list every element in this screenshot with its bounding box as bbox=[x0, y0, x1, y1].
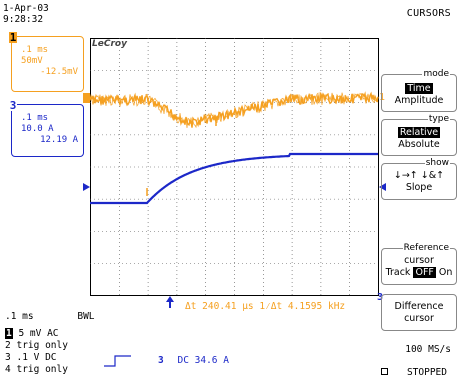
status-timebase: .1 ms bbox=[5, 311, 34, 322]
type-other: Absolute bbox=[398, 139, 440, 150]
date-time: 1-Apr-03 9:28:32 bbox=[3, 3, 49, 25]
type-menu[interactable]: type Relative Absolute bbox=[381, 113, 457, 156]
slope-arrows-icon: ↓→↑ ↓&↑ bbox=[393, 170, 445, 181]
status-ch1-row: 1 5 mV AC bbox=[5, 328, 59, 339]
channel3-number: 3 bbox=[9, 99, 17, 112]
type-caption: type bbox=[427, 113, 450, 125]
mode-selected: Time bbox=[405, 83, 433, 94]
track-on: On bbox=[438, 267, 453, 278]
difference-line2: cursor bbox=[404, 313, 434, 324]
channel1-value: -12.5mV bbox=[40, 67, 78, 77]
stopped-checkbox[interactable] bbox=[381, 368, 388, 375]
status-ch4: trig only bbox=[16, 364, 68, 375]
mode-other: Amplitude bbox=[394, 95, 444, 106]
channel3-trace bbox=[90, 152, 378, 205]
channel3-timebase: .1 ms bbox=[21, 113, 49, 123]
trigger-position-icon bbox=[166, 296, 174, 308]
brand-logo: LeCroy bbox=[91, 39, 128, 49]
time-text: 9:28:32 bbox=[3, 14, 44, 25]
status-ch4-row: 4 trig only bbox=[5, 364, 68, 375]
channel3-value: 12.19 A bbox=[40, 135, 78, 145]
status-ch1: 5 mV AC bbox=[18, 328, 59, 339]
show-menu[interactable]: show ↓→↑ ↓&↑ Slope bbox=[381, 157, 457, 200]
status-timebase-row: .1 ms BWL bbox=[5, 311, 95, 322]
status-ch2: trig only bbox=[16, 340, 68, 351]
channel3-scale: 10.0 A bbox=[21, 124, 54, 134]
status-ch3-row: 3 .1 V DC bbox=[5, 352, 57, 363]
track-label: Track bbox=[385, 267, 411, 278]
difference-cursor-menu[interactable]: Difference cursor bbox=[381, 294, 457, 331]
trigger-edge-icon bbox=[104, 355, 131, 367]
show-label: Slope bbox=[405, 182, 433, 193]
channel3-box[interactable]: 3 .1 ms 10.0 A 12.19 A bbox=[9, 100, 84, 157]
reference-caption: Reference bbox=[402, 242, 450, 254]
cursor-measurement: Δt 240.41 μs 1⁄Δt 4.1595 kHz bbox=[185, 301, 346, 312]
trigger-level-left-icon bbox=[83, 183, 90, 191]
svg-text:1: 1 bbox=[379, 92, 385, 102]
channel1-right-marker-icon: 1 bbox=[379, 92, 385, 102]
sample-rate: 100 MS/s bbox=[405, 344, 451, 355]
status-bwl: BWL bbox=[77, 311, 95, 322]
channel1-scale: 50mV bbox=[21, 56, 43, 66]
show-caption: show bbox=[424, 157, 450, 169]
channel1-timebase: .1 ms bbox=[21, 45, 49, 55]
mode-menu[interactable]: mode Time Amplitude bbox=[381, 68, 457, 112]
trigger-channel: 3 bbox=[158, 355, 164, 366]
track-toggle[interactable]: Track OFF On bbox=[382, 267, 456, 279]
trigger-info: 3 DC 34.6 A bbox=[158, 355, 229, 366]
channel1-noise-band bbox=[90, 91, 379, 129]
reference-line2: cursor bbox=[404, 255, 434, 266]
channel1-box[interactable]: 1 .1 ms 50mV -12.5mV bbox=[9, 32, 84, 92]
date-text: 1-Apr-03 bbox=[3, 3, 49, 14]
reference-cursor-menu[interactable]: Reference cursor Track OFF On bbox=[381, 242, 457, 285]
type-selected: Relative bbox=[397, 127, 441, 138]
track-off: OFF bbox=[413, 267, 436, 278]
acquisition-state: STOPPED bbox=[406, 367, 447, 378]
channel1-number: 1 bbox=[9, 31, 17, 44]
trigger-level-right-icon bbox=[379, 183, 386, 191]
channel1-trace bbox=[90, 91, 379, 128]
status-ch2-row: 2 trig only bbox=[5, 340, 68, 351]
mode-caption: mode bbox=[422, 68, 450, 80]
trigger-text: DC 34.6 A bbox=[177, 355, 229, 366]
waveform-display bbox=[90, 38, 379, 296]
status-ch3: .1 V DC bbox=[16, 352, 57, 363]
difference-marker: 3 bbox=[377, 292, 384, 303]
menu-title: CURSORS bbox=[406, 8, 451, 19]
difference-line1: Difference bbox=[394, 301, 444, 312]
channel1-marker-icon bbox=[83, 93, 90, 103]
